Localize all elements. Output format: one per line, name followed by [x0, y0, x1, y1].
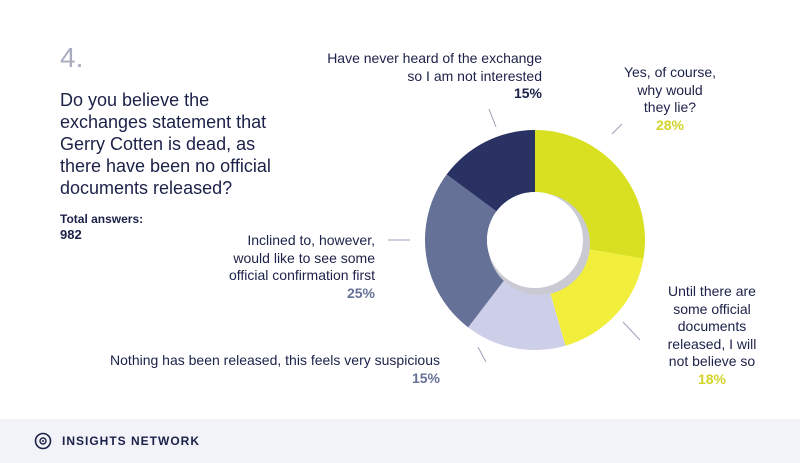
label-never-heard: Have never heard of the exchange so I am… [300, 50, 542, 103]
label-yes-line-1: Yes, of course, [623, 64, 717, 80]
label-until-line-4: released, I will [667, 335, 757, 352]
insights-network-logo-icon [34, 432, 52, 450]
label-yes: Yes, of course, why would they lie? 28% [610, 64, 730, 134]
donut-hole [487, 192, 583, 288]
label-yes-line-2: why would [637, 81, 703, 98]
label-until-line-1: Until there are [668, 283, 756, 299]
pct-never-heard: 15% [513, 85, 542, 101]
leader-never-heard [488, 108, 497, 128]
pct-until: 18% [697, 370, 727, 387]
label-inclined-line-1: Inclined to, however, [247, 232, 375, 248]
pct-inclined: 25% [346, 284, 375, 301]
label-until-line-5: not believe so [668, 353, 756, 369]
leader-until [622, 321, 641, 341]
slice-nothing-released [468, 278, 566, 350]
pct-yes: 28% [655, 116, 685, 133]
slice-inclined [425, 174, 506, 328]
slice-yes [535, 130, 645, 259]
label-never-heard-line-2: so I am not interested [407, 67, 542, 84]
total-answers-value: 982 [60, 227, 82, 242]
question-number: 4. [60, 42, 84, 73]
label-until-line-2: some official [673, 300, 751, 317]
label-inclined: Inclined to, however, would like to see … [180, 232, 375, 302]
footer-bar: INSIGHTS NETWORK [0, 419, 800, 463]
label-nothing-released-line-1: Nothing has been released, this feels ve… [110, 352, 440, 368]
leader-nothing-released [477, 346, 487, 363]
label-until: Until there are some official documents … [652, 283, 772, 388]
question-text: Do you believe the exchanges statement t… [60, 90, 271, 198]
pct-nothing-released: 15% [411, 369, 440, 386]
total-answers-label: Total answers: [60, 212, 144, 226]
label-inclined-line-3: official confirmation first [228, 267, 375, 283]
label-nothing-released: Nothing has been released, this feels ve… [60, 352, 440, 387]
leader-yes [611, 123, 623, 135]
label-never-heard-line-1: Have never heard of the exchange [327, 50, 542, 66]
brand-name: INSIGHTS NETWORK [62, 434, 200, 448]
label-inclined-line-2: would like to see some [233, 249, 375, 266]
slice-never-heard [446, 130, 535, 212]
label-until-line-3: documents [677, 318, 747, 334]
donut-chart [388, 108, 645, 363]
label-yes-line-3: they lie? [643, 99, 697, 115]
